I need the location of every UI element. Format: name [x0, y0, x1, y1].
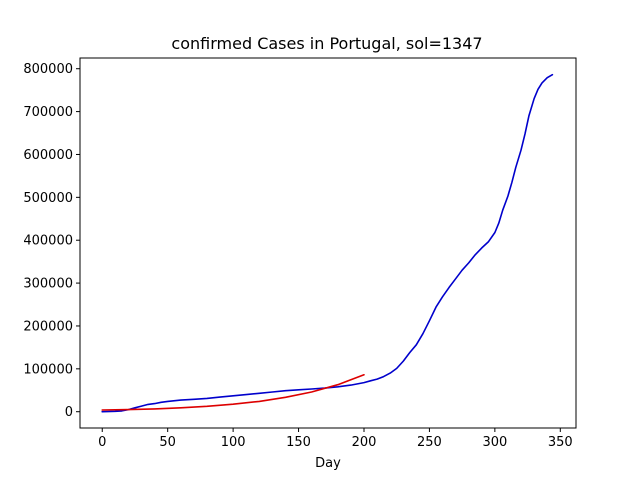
y-tick-label: 200000 — [23, 319, 73, 334]
x-tick-label: 300 — [482, 435, 507, 450]
plot-frame — [79, 57, 577, 429]
x-tick-label: 250 — [417, 435, 442, 450]
y-tick-label: 400000 — [23, 234, 73, 249]
y-tick-label: 500000 — [23, 191, 73, 206]
y-tick-label: 600000 — [23, 148, 73, 163]
chart-title: confirmed Cases in Portugal, sol=1347 — [171, 34, 482, 53]
x-tick-label: 100 — [221, 435, 246, 450]
x-tick-label: 150 — [286, 435, 311, 450]
y-axis: 0 100000 200000 300000 400000 500000 600000 700… — [23, 62, 80, 420]
series-line-2 — [101, 373, 365, 411]
x-axis: 0 50 100 150 200 250 300 350 — [98, 428, 573, 450]
x-tick-label: 200 — [352, 435, 377, 450]
x-tick-label: 0 — [98, 435, 106, 450]
series-layer — [101, 73, 554, 413]
x-tick-label: 350 — [548, 435, 573, 450]
y-tick-label: 800000 — [23, 62, 73, 77]
y-tick-label: 300000 — [23, 277, 73, 292]
y-tick-label: 100000 — [23, 362, 73, 377]
series-line-1 — [101, 73, 554, 413]
y-tick-label: 0 — [65, 405, 73, 420]
y-tick-label: 700000 — [23, 105, 73, 120]
x-axis-label: Day — [315, 456, 341, 471]
x-tick-label: 50 — [159, 435, 176, 450]
